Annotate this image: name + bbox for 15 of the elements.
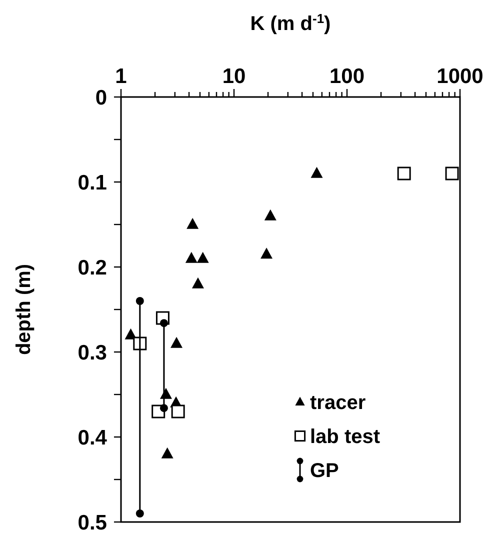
x-tick-label: 1: [115, 65, 128, 88]
y-tick-label: 0.5: [78, 512, 108, 533]
y-tick-label: 0.4: [78, 426, 108, 450]
y-tick-label: 0: [95, 86, 107, 110]
y-tick-label: 0.1: [78, 172, 108, 195]
x-axis-title: K (m d$^{-1}$): [250, 10, 331, 35]
x-tick-label: 100: [329, 65, 365, 88]
legend-label: tracer: [310, 392, 366, 414]
x-tick-label: 1000: [436, 65, 484, 88]
y-tick-label: 0.3: [78, 342, 107, 365]
legend-label: lab test: [310, 426, 380, 448]
x-tick-label: 10: [222, 65, 246, 88]
legend-label: GP: [310, 460, 339, 482]
y-axis-title: depth (m): [13, 264, 35, 356]
y-tick-label: 0.2: [78, 256, 107, 280]
